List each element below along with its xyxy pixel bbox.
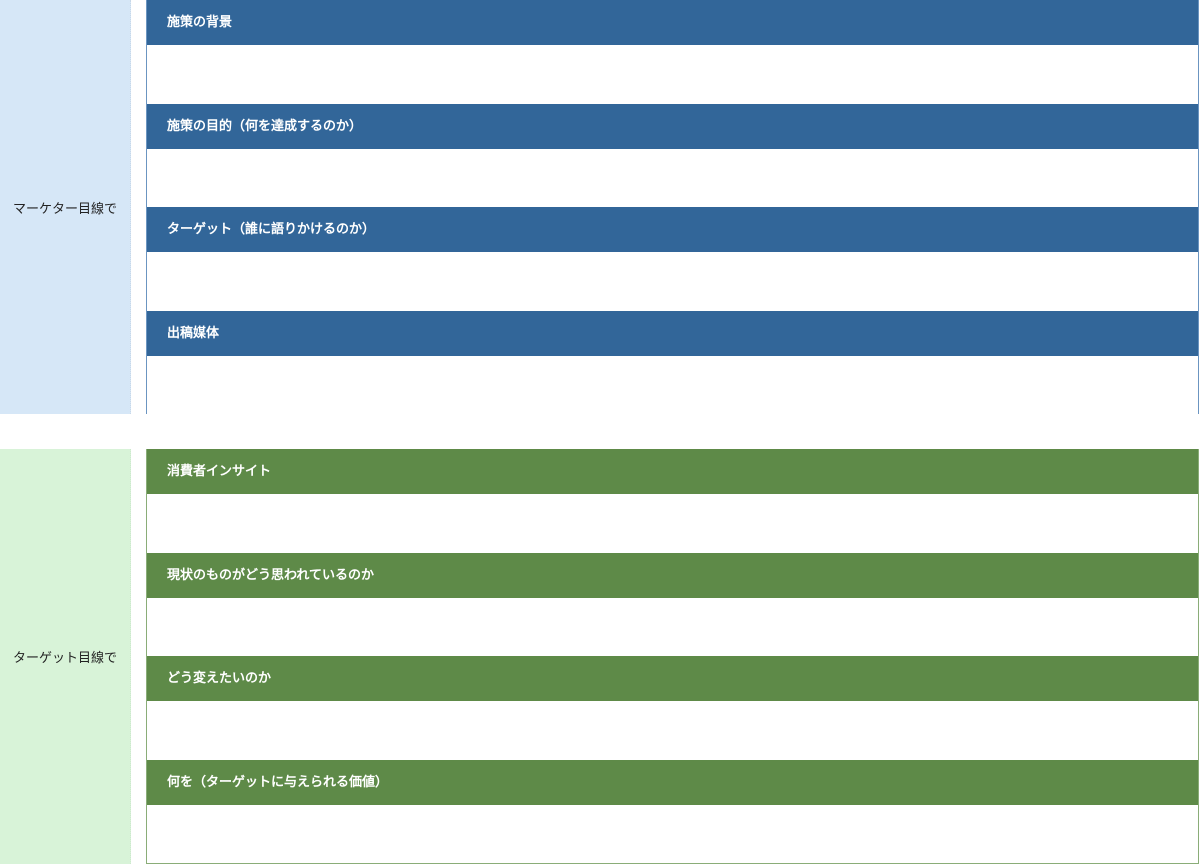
item-body-background[interactable] <box>147 45 1198 104</box>
target-perspective-section: ターゲット目線で 消費者インサイト 現状のものがどう思われているのか どう変えた… <box>0 449 1200 864</box>
marketer-panel: 施策の背景 施策の目的（何を達成するのか） ターゲット（誰に語りかけるのか） 出… <box>146 0 1199 414</box>
item-header-insight: 消費者インサイト <box>147 449 1198 494</box>
item-header-media: 出稿媒体 <box>147 310 1198 356</box>
item-body-desired-change[interactable] <box>147 701 1198 760</box>
marketer-perspective-section: マーケター目線で 施策の背景 施策の目的（何を達成するのか） ターゲット（誰に語… <box>0 0 1200 414</box>
item-body-insight[interactable] <box>147 494 1198 553</box>
item-body-current-perception[interactable] <box>147 597 1198 656</box>
target-panel: 消費者インサイト 現状のものがどう思われているのか どう変えたいのか 何を（ター… <box>146 449 1199 864</box>
item-body-objective[interactable] <box>147 148 1198 207</box>
item-body-value[interactable] <box>147 804 1198 863</box>
item-body-target[interactable] <box>147 252 1198 311</box>
section-label: マーケター目線で <box>0 0 131 414</box>
item-body-media[interactable] <box>147 355 1198 414</box>
item-header-value: 何を（ターゲットに与えられる価値） <box>147 759 1198 805</box>
item-header-desired-change: どう変えたいのか <box>147 656 1198 701</box>
item-header-objective: 施策の目的（何を達成するのか） <box>147 103 1198 149</box>
item-header-background: 施策の背景 <box>147 0 1198 45</box>
section-label: ターゲット目線で <box>0 449 131 864</box>
item-header-current-perception: 現状のものがどう思われているのか <box>147 552 1198 598</box>
item-header-target: ターゲット（誰に語りかけるのか） <box>147 207 1198 252</box>
